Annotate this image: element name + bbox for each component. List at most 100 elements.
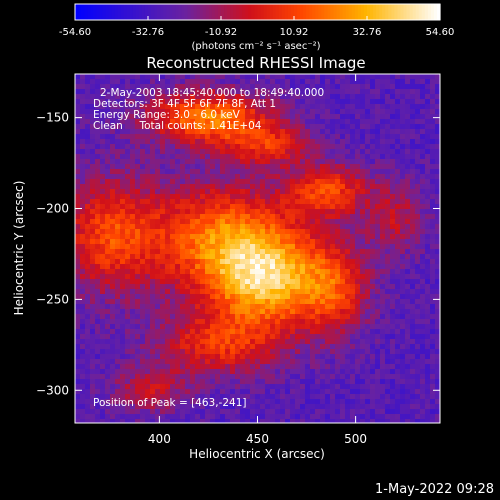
heatmap-cell (250, 374, 256, 380)
heatmap-cell (220, 184, 226, 190)
heatmap-cell (390, 309, 396, 315)
heatmap-cell (420, 354, 426, 360)
heatmap-cell (240, 149, 246, 155)
heatmap-cell (270, 144, 276, 150)
heatmap-cell (325, 389, 331, 395)
heatmap-cell (185, 74, 191, 80)
heatmap-cell (430, 154, 436, 160)
heatmap-cell (405, 394, 411, 400)
heatmap-cell (250, 124, 256, 130)
heatmap-cell (410, 89, 416, 95)
colorbar-segment (175, 4, 180, 20)
heatmap-cell (385, 339, 391, 345)
heatmap-cell (400, 174, 406, 180)
heatmap-cell (385, 84, 391, 90)
heatmap-cell (380, 129, 386, 135)
heatmap-cell (205, 314, 211, 320)
heatmap-cell (315, 244, 321, 250)
heatmap-cell (425, 174, 431, 180)
heatmap-cell (370, 319, 376, 325)
heatmap-cell (255, 379, 261, 385)
heatmap-cell (235, 149, 241, 155)
heatmap-cell (115, 84, 121, 90)
heatmap-cell (360, 299, 366, 305)
colorbar-segment (230, 4, 234, 20)
heatmap-cell (370, 119, 376, 125)
heatmap-cell (205, 144, 211, 150)
heatmap-cell (90, 264, 96, 270)
heatmap-cell (190, 119, 196, 125)
heatmap-cell (140, 344, 146, 350)
heatmap-cell (80, 339, 86, 345)
heatmap-cell (400, 364, 406, 370)
heatmap-cell (265, 324, 271, 330)
heatmap-cell (360, 244, 366, 250)
heatmap-cell (130, 344, 136, 350)
colorbar-segment (418, 4, 423, 20)
heatmap-cell (130, 294, 136, 300)
heatmap-cell (415, 384, 421, 390)
heatmap-cell (190, 279, 196, 285)
heatmap-cell (395, 319, 401, 325)
heatmap-cell (85, 254, 91, 260)
heatmap-cell (240, 334, 246, 340)
heatmap-cell (405, 119, 411, 125)
heatmap-cell (175, 199, 181, 205)
heatmap-cell (145, 169, 151, 175)
heatmap-cell (100, 189, 106, 195)
heatmap-cell (400, 204, 406, 210)
heatmap-cell (305, 259, 311, 265)
heatmap-cell (230, 139, 236, 145)
heatmap-cell (80, 239, 86, 245)
heatmap-cell (430, 179, 436, 185)
heatmap-cell (105, 399, 111, 405)
heatmap-cell (195, 304, 201, 310)
heatmap-cell (340, 304, 346, 310)
heatmap-cell (215, 329, 221, 335)
heatmap-cell (285, 104, 291, 110)
heatmap-cell (340, 234, 346, 240)
heatmap-cell (295, 234, 301, 240)
heatmap-cell (225, 199, 231, 205)
heatmap-cell (415, 254, 421, 260)
heatmap-cell (190, 129, 196, 135)
heatmap-cell (430, 139, 436, 145)
heatmap-cell (305, 279, 311, 285)
heatmap-cell (110, 304, 116, 310)
heatmap-cell (240, 369, 246, 375)
heatmap-cell (195, 209, 201, 215)
heatmap-cell (210, 259, 216, 265)
heatmap-cell (375, 349, 381, 355)
heatmap-cell (260, 354, 266, 360)
heatmap-cell (190, 149, 196, 155)
heatmap-cell (90, 404, 96, 410)
heatmap-cell (310, 219, 316, 225)
heatmap-cell (390, 274, 396, 280)
heatmap-cell (260, 324, 266, 330)
heatmap-cell (250, 189, 256, 195)
heatmap-cell (420, 294, 426, 300)
heatmap-cell (335, 184, 341, 190)
heatmap-cell (120, 319, 126, 325)
heatmap-cell (320, 319, 326, 325)
heatmap-cell (90, 169, 96, 175)
heatmap-cell (410, 199, 416, 205)
heatmap-cell (370, 159, 376, 165)
heatmap-cell (140, 389, 146, 395)
heatmap-cell (180, 379, 186, 385)
heatmap-cell (90, 174, 96, 180)
heatmap-cell (225, 269, 231, 275)
heatmap-cell (140, 304, 146, 310)
heatmap-cell (385, 394, 391, 400)
heatmap-cell (230, 184, 236, 190)
heatmap-cell (360, 194, 366, 200)
heatmap-cell (400, 189, 406, 195)
heatmap-cell (235, 129, 241, 135)
heatmap-cell (215, 229, 221, 235)
heatmap-cell (200, 309, 206, 315)
heatmap-cell (160, 139, 166, 145)
heatmap-cell (105, 199, 111, 205)
heatmap-cell (140, 379, 146, 385)
heatmap-cell (380, 174, 386, 180)
heatmap-cell (330, 259, 336, 265)
